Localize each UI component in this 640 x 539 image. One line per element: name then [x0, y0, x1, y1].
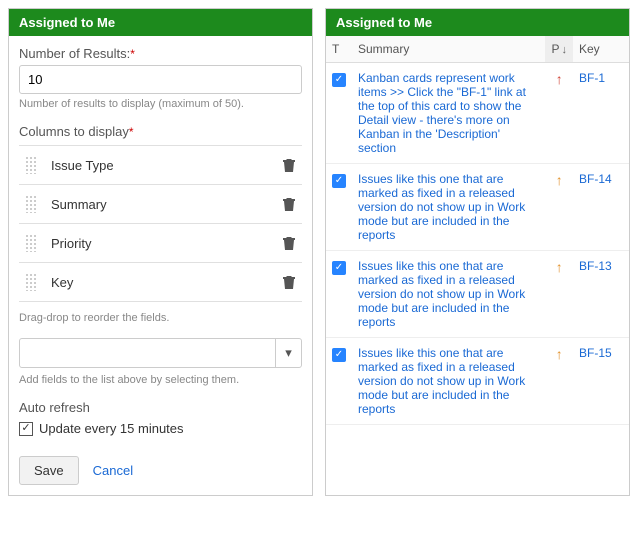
priority-icon: ↑: [556, 172, 563, 188]
column-item[interactable]: Key: [19, 263, 302, 302]
results-panel: Assigned to Me T Summary P↓ Key ✓ Kanban …: [325, 8, 630, 496]
priority-icon: ↑: [556, 259, 563, 275]
issuetype-icon: ✓: [332, 174, 346, 188]
priority-icon: ↑: [556, 71, 563, 87]
drag-handle-icon[interactable]: [25, 273, 37, 291]
trash-icon[interactable]: [282, 196, 296, 212]
col-header-summary[interactable]: Summary: [352, 36, 545, 63]
check-icon: ✓: [19, 422, 33, 436]
issue-summary-link[interactable]: Kanban cards represent work items >> Cli…: [358, 71, 526, 155]
trash-icon[interactable]: [282, 157, 296, 173]
col-header-priority[interactable]: P↓: [545, 36, 573, 63]
config-panel: Assigned to Me Number of Results:* Numbe…: [8, 8, 313, 496]
num-results-input[interactable]: [19, 65, 302, 94]
column-name: Key: [51, 275, 282, 290]
results-panel-title: Assigned to Me: [326, 9, 629, 36]
trash-icon[interactable]: [282, 235, 296, 251]
drag-handle-icon[interactable]: [25, 156, 37, 174]
num-results-label: Number of Results:*: [19, 46, 302, 61]
auto-refresh-title: Auto refresh: [19, 400, 302, 415]
drag-handle-icon[interactable]: [25, 195, 37, 213]
issue-key-link[interactable]: BF-15: [579, 346, 612, 360]
config-panel-title: Assigned to Me: [9, 9, 312, 36]
table-row: ✓ Issues like this one that are marked as…: [326, 338, 629, 425]
sort-desc-icon: ↓: [562, 44, 568, 56]
column-item[interactable]: Issue Type: [19, 146, 302, 185]
priority-icon: ↑: [556, 346, 563, 362]
column-item[interactable]: Priority: [19, 224, 302, 263]
column-name: Priority: [51, 236, 282, 251]
column-name: Summary: [51, 197, 282, 212]
auto-refresh-checkbox[interactable]: ✓ Update every 15 minutes: [19, 421, 302, 436]
table-row: ✓ Issues like this one that are marked as…: [326, 251, 629, 338]
reorder-hint: Drag-drop to reorder the fields.: [19, 312, 302, 324]
column-item[interactable]: Summary: [19, 185, 302, 224]
add-field-dropdown[interactable]: ▾: [19, 338, 302, 368]
cancel-link[interactable]: Cancel: [93, 463, 133, 478]
issuetype-icon: ✓: [332, 348, 346, 362]
issue-summary-link[interactable]: Issues like this one that are marked as …: [358, 346, 525, 416]
num-results-hint: Number of results to display (maximum of…: [19, 98, 302, 110]
issue-key-link[interactable]: BF-1: [579, 71, 605, 85]
required-icon: *: [129, 125, 134, 139]
issuetype-icon: ✓: [332, 261, 346, 275]
required-icon: *: [130, 47, 135, 61]
add-fields-hint: Add fields to the list above by selectin…: [19, 374, 302, 386]
auto-refresh-label: Update every 15 minutes: [39, 421, 184, 436]
issue-key-link[interactable]: BF-14: [579, 172, 612, 186]
caret-down-icon[interactable]: ▾: [275, 339, 301, 367]
drag-handle-icon[interactable]: [25, 234, 37, 252]
add-field-input[interactable]: [20, 339, 275, 367]
issue-summary-link[interactable]: Issues like this one that are marked as …: [358, 172, 525, 242]
table-row: ✓ Issues like this one that are marked as…: [326, 164, 629, 251]
trash-icon[interactable]: [282, 274, 296, 290]
issues-table: T Summary P↓ Key ✓ Kanban cards represent…: [326, 36, 629, 425]
table-row: ✓ Kanban cards represent work items >> Cl…: [326, 63, 629, 164]
column-name: Issue Type: [51, 158, 282, 173]
columns-label: Columns to display*: [19, 124, 302, 139]
issue-key-link[interactable]: BF-13: [579, 259, 612, 273]
columns-list: Issue Type Summary Priority Key: [19, 145, 302, 302]
col-header-type[interactable]: T: [326, 36, 352, 63]
save-button[interactable]: Save: [19, 456, 79, 485]
col-header-key[interactable]: Key: [573, 36, 629, 63]
issuetype-icon: ✓: [332, 73, 346, 87]
issue-summary-link[interactable]: Issues like this one that are marked as …: [358, 259, 525, 329]
